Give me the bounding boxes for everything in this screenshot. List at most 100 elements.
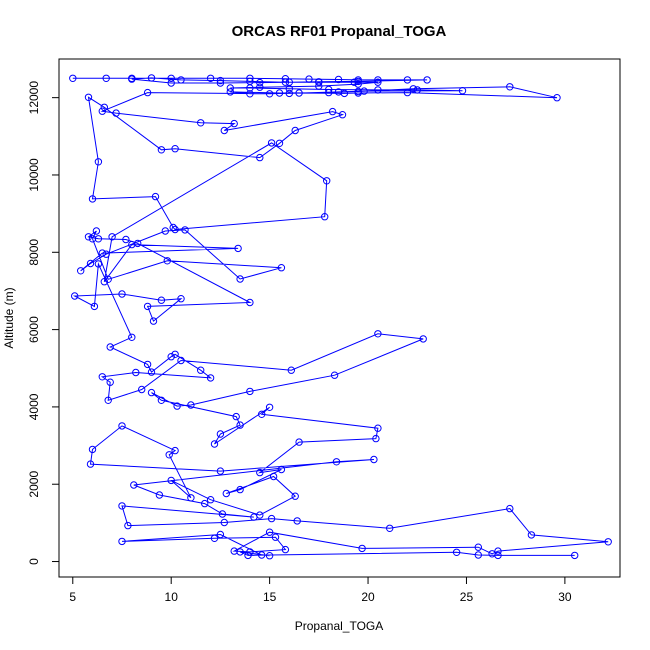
data-point (527, 531, 536, 539)
data-point (220, 518, 229, 527)
data-point (187, 401, 195, 409)
data-point (206, 496, 215, 504)
data-point (100, 103, 109, 112)
data-point (269, 472, 278, 481)
data-point (338, 111, 347, 119)
data-point (143, 302, 152, 311)
data-point (256, 83, 264, 91)
data-point (370, 455, 378, 464)
data-point (197, 119, 205, 127)
data-point (77, 267, 85, 275)
data-point (321, 213, 329, 221)
data-point (167, 476, 175, 485)
data-point (230, 119, 238, 128)
data-point (167, 74, 175, 83)
data-point (332, 458, 341, 466)
data-point (236, 275, 244, 283)
data-point (102, 250, 110, 258)
data-point (246, 298, 254, 307)
data-point (506, 504, 514, 513)
data-point (246, 74, 254, 83)
data-point (88, 195, 97, 203)
data-point (147, 388, 156, 397)
data-point (171, 225, 179, 234)
data-point (295, 438, 303, 446)
data-point (163, 257, 172, 265)
data-point (94, 158, 103, 166)
data-point (88, 445, 97, 454)
data-point (323, 177, 331, 185)
data-point (88, 235, 97, 243)
data-point (265, 552, 274, 560)
data-point (210, 440, 219, 448)
data-point (86, 259, 95, 268)
data-point (171, 145, 179, 153)
data-point (295, 89, 303, 97)
data-point (149, 317, 158, 325)
data-point (403, 76, 412, 84)
data-point (143, 360, 152, 369)
data-point (374, 330, 382, 338)
data-point (403, 88, 412, 97)
data-point (220, 126, 229, 135)
data-point (90, 302, 99, 311)
data-point (374, 76, 382, 84)
data-point (234, 244, 242, 253)
data-point (118, 422, 126, 430)
data-point (167, 79, 175, 87)
x-axis-label: Propanal_TOGA (295, 619, 384, 633)
data-point (169, 223, 177, 232)
y-tick-label: 8000 (27, 239, 41, 266)
data-point (315, 82, 323, 90)
data-point (177, 356, 185, 365)
data-point (265, 403, 274, 411)
data-point (354, 89, 362, 97)
data-point (84, 233, 93, 241)
data-point (287, 366, 295, 374)
data-point (128, 75, 136, 83)
data-point (222, 489, 231, 498)
data-point (132, 368, 140, 377)
data-point (124, 521, 132, 530)
y-axis-label: Altitude (m) (2, 287, 16, 348)
data-point (197, 366, 205, 374)
data-point (419, 335, 427, 343)
data-point (250, 513, 258, 521)
x-tick-label: 10 (165, 590, 179, 604)
data-point (138, 385, 146, 394)
data-point (92, 227, 101, 235)
data-point (236, 485, 244, 494)
x-tick-label: 25 (460, 590, 474, 604)
data-point (94, 260, 103, 268)
data-point (216, 530, 225, 539)
data-point (106, 343, 114, 351)
data-point (104, 275, 112, 283)
data-point (553, 94, 561, 102)
data-point (474, 543, 482, 551)
data-point (226, 88, 235, 96)
data-point (216, 467, 225, 475)
data-point (167, 353, 175, 361)
data-point (118, 290, 126, 298)
data-point (413, 86, 421, 94)
data-point (258, 410, 266, 418)
data-point (277, 264, 286, 272)
data-point (354, 80, 362, 88)
data-point (281, 78, 290, 86)
data-point (98, 249, 107, 257)
data-point (216, 76, 225, 85)
plot-frame (58, 58, 621, 578)
data-point (267, 139, 276, 147)
data-point (494, 551, 502, 560)
data-point (157, 396, 166, 404)
data-point (210, 534, 219, 542)
y-tick-label: 12000 (27, 81, 41, 115)
data-point (275, 89, 284, 97)
data-point (108, 233, 116, 241)
data-point (165, 451, 173, 459)
data-point (281, 545, 290, 554)
data-point (350, 78, 358, 86)
y-tick-label: 0 (27, 558, 41, 565)
x-tick-label: 20 (361, 590, 375, 604)
